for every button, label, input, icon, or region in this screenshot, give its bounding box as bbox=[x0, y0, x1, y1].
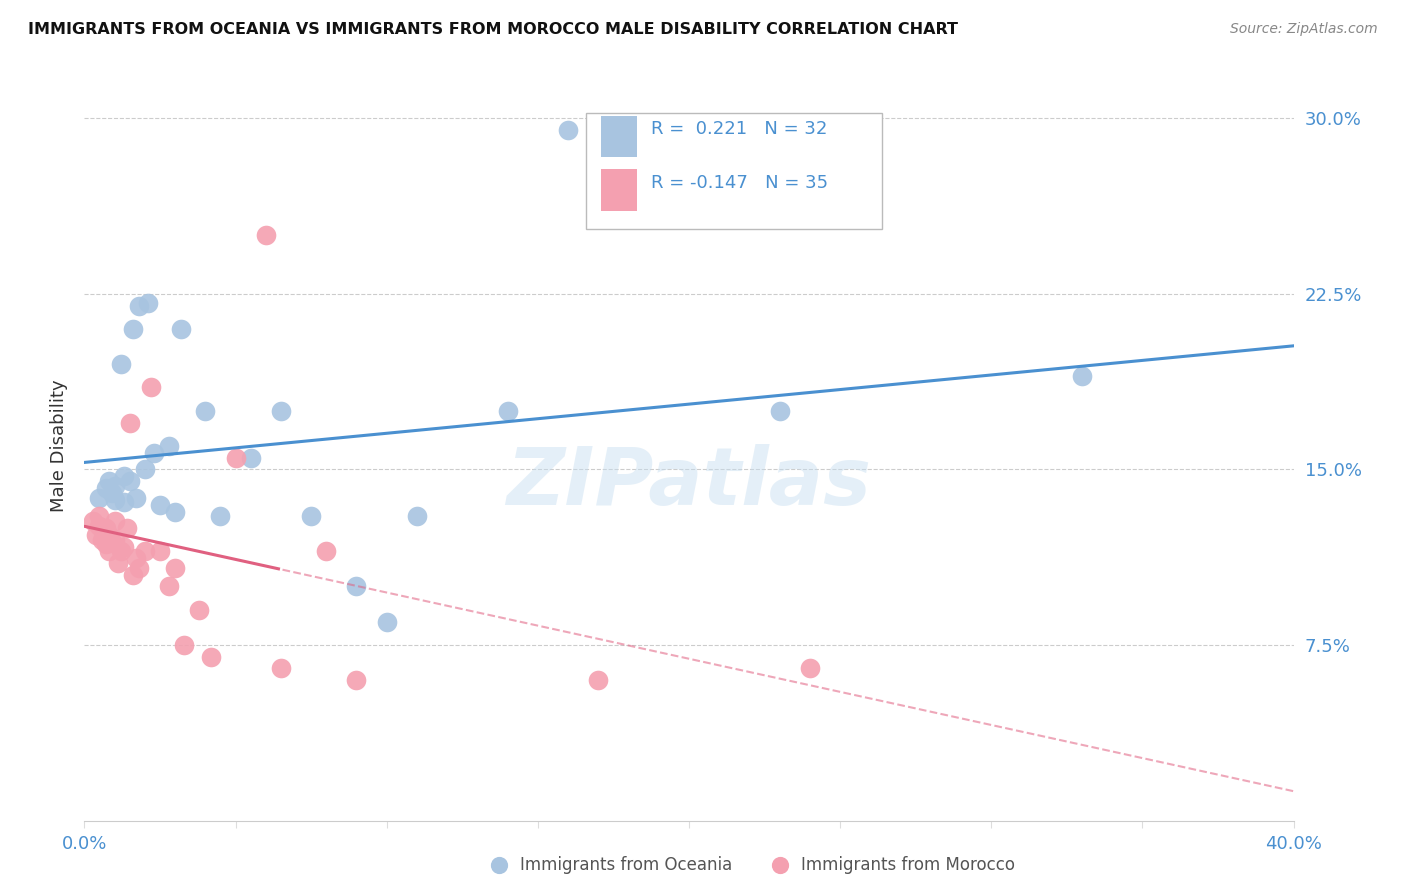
Point bbox=[136, 296, 159, 310]
Point bbox=[121, 322, 143, 336]
Point bbox=[97, 474, 120, 488]
Point bbox=[149, 544, 172, 558]
Point bbox=[270, 661, 292, 675]
Point bbox=[125, 491, 148, 505]
Point bbox=[557, 123, 579, 137]
Point bbox=[239, 450, 262, 465]
Text: Immigrants from Morocco: Immigrants from Morocco bbox=[801, 856, 1015, 874]
Point bbox=[188, 603, 211, 617]
Point bbox=[173, 638, 195, 652]
Point bbox=[149, 498, 172, 512]
Point bbox=[89, 518, 111, 533]
Point bbox=[82, 514, 104, 528]
Point bbox=[100, 535, 122, 549]
Point bbox=[139, 380, 162, 394]
Point bbox=[104, 514, 127, 528]
Point bbox=[97, 544, 120, 558]
Point bbox=[89, 509, 111, 524]
Point bbox=[107, 556, 129, 570]
Point bbox=[375, 615, 398, 629]
Text: ZIPatlas: ZIPatlas bbox=[506, 444, 872, 523]
Point bbox=[769, 404, 792, 418]
Point bbox=[254, 228, 277, 243]
Point bbox=[406, 509, 429, 524]
Point bbox=[125, 551, 148, 566]
Point bbox=[157, 439, 180, 453]
Point bbox=[346, 673, 368, 688]
Point bbox=[89, 491, 111, 505]
Text: R = -0.147   N = 35: R = -0.147 N = 35 bbox=[651, 174, 828, 192]
Point bbox=[104, 492, 127, 507]
Point bbox=[157, 580, 180, 594]
Point bbox=[270, 404, 292, 418]
Point bbox=[799, 661, 821, 675]
Point bbox=[110, 357, 132, 371]
Point bbox=[225, 450, 247, 465]
Point bbox=[104, 533, 127, 547]
Point bbox=[588, 673, 610, 688]
Point bbox=[209, 509, 232, 524]
Point bbox=[194, 404, 217, 418]
Text: Immigrants from Oceania: Immigrants from Oceania bbox=[520, 856, 733, 874]
Point bbox=[94, 537, 117, 551]
Point bbox=[118, 474, 141, 488]
Point bbox=[142, 446, 165, 460]
Point bbox=[104, 479, 127, 493]
Point bbox=[115, 521, 138, 535]
Point bbox=[170, 322, 193, 336]
Point bbox=[97, 528, 120, 542]
FancyBboxPatch shape bbox=[600, 169, 637, 211]
Point bbox=[128, 561, 150, 575]
Point bbox=[112, 469, 135, 483]
Y-axis label: Male Disability: Male Disability bbox=[49, 380, 67, 512]
Point bbox=[1071, 368, 1094, 383]
Point bbox=[100, 485, 122, 500]
FancyBboxPatch shape bbox=[600, 116, 637, 157]
Text: Source: ZipAtlas.com: Source: ZipAtlas.com bbox=[1230, 22, 1378, 37]
Point bbox=[299, 509, 322, 524]
Point bbox=[165, 561, 187, 575]
Point bbox=[110, 544, 132, 558]
Point bbox=[112, 540, 135, 554]
Point bbox=[86, 528, 108, 542]
Point bbox=[346, 580, 368, 594]
Text: IMMIGRANTS FROM OCEANIA VS IMMIGRANTS FROM MOROCCO MALE DISABILITY CORRELATION C: IMMIGRANTS FROM OCEANIA VS IMMIGRANTS FR… bbox=[28, 22, 957, 37]
Point bbox=[128, 298, 150, 313]
Point bbox=[112, 495, 135, 509]
Point bbox=[94, 481, 117, 495]
Point bbox=[118, 416, 141, 430]
Point bbox=[94, 521, 117, 535]
Point bbox=[200, 649, 222, 664]
Point bbox=[91, 533, 114, 547]
Point bbox=[315, 544, 337, 558]
Text: R =  0.221   N = 32: R = 0.221 N = 32 bbox=[651, 120, 828, 138]
Point bbox=[165, 505, 187, 519]
Point bbox=[496, 404, 519, 418]
Point bbox=[488, 858, 510, 872]
Point bbox=[134, 462, 156, 476]
Point bbox=[134, 544, 156, 558]
FancyBboxPatch shape bbox=[586, 112, 883, 228]
Point bbox=[121, 567, 143, 582]
Point bbox=[769, 858, 792, 872]
